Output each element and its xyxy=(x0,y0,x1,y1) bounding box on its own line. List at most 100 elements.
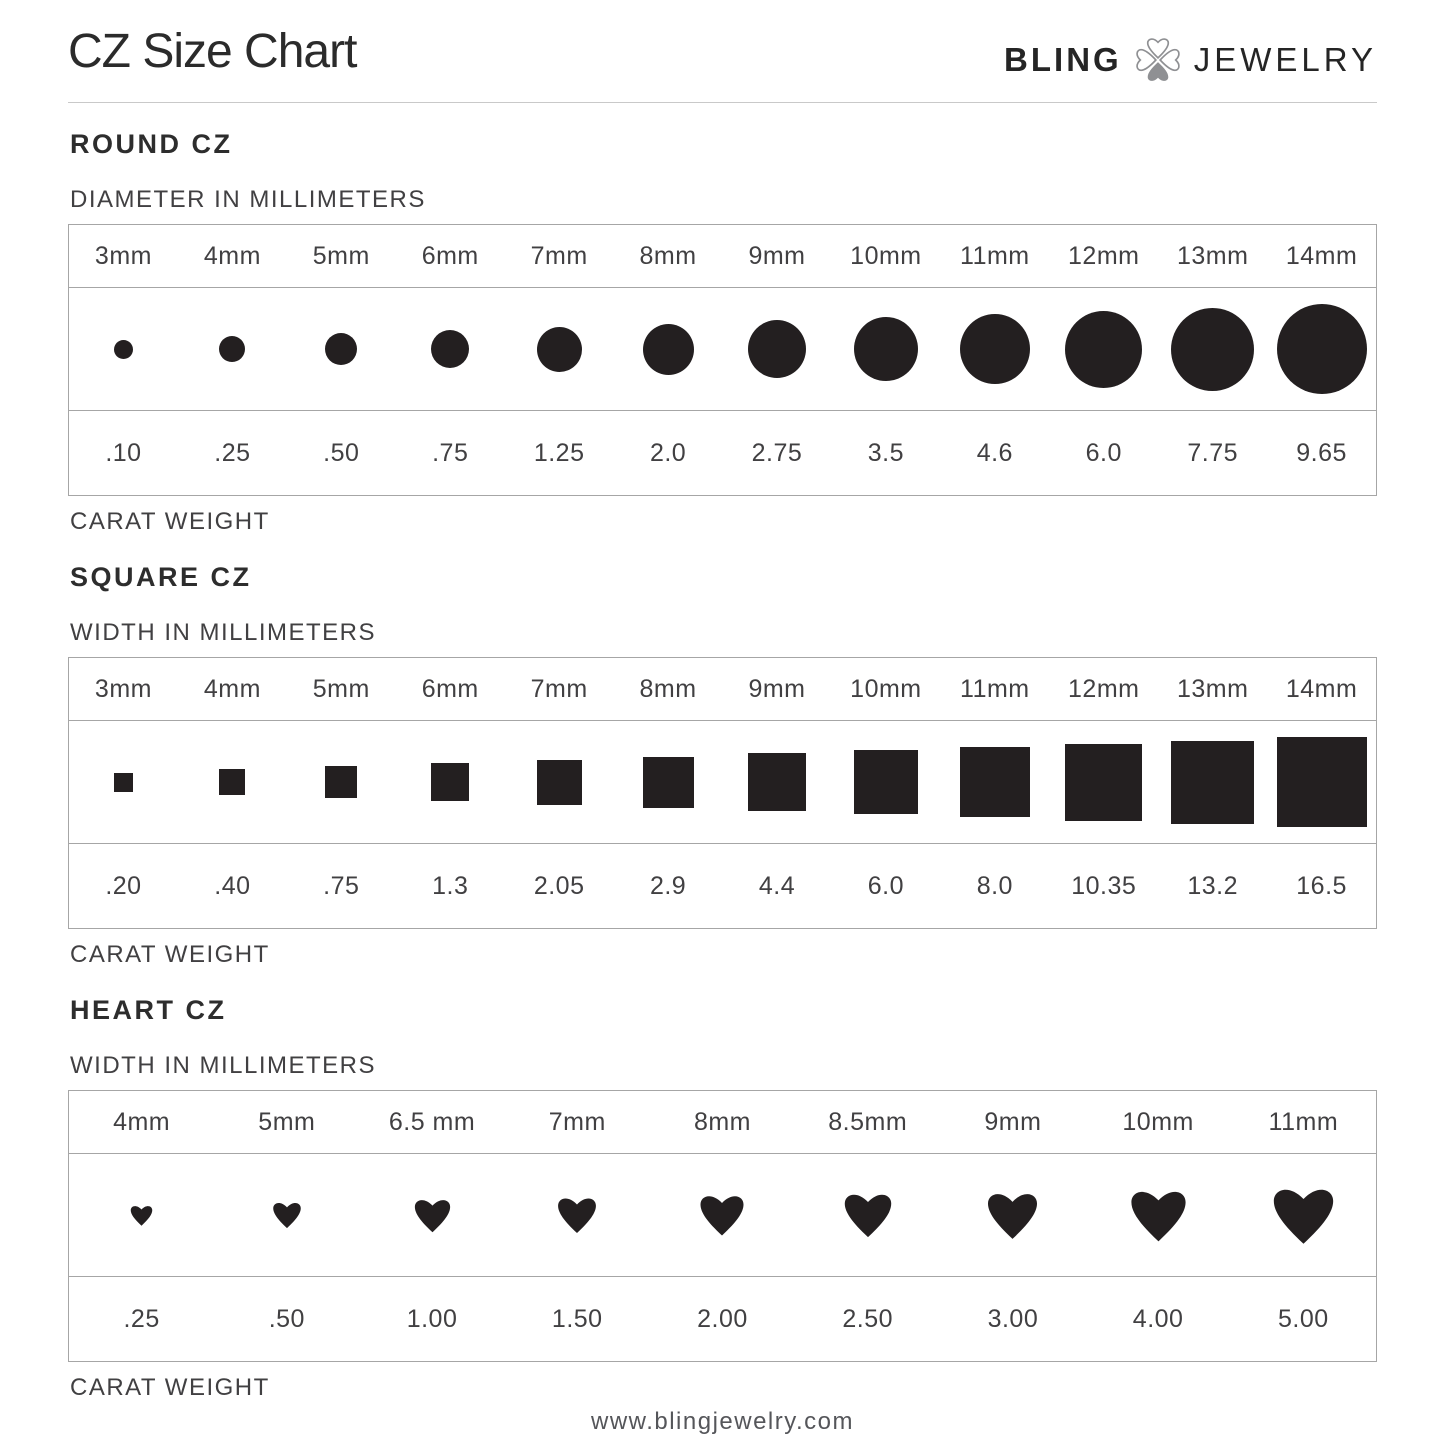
shape-row xyxy=(69,721,1376,844)
heart-shape xyxy=(359,1154,504,1276)
size-label: 6mm xyxy=(421,241,479,270)
square-shape xyxy=(1049,721,1158,843)
size-label: 8mm xyxy=(693,1107,752,1136)
section-heading: SQUARE CZ xyxy=(70,562,252,592)
size-label: 9mm xyxy=(748,674,806,703)
carat-row: .10 .25 .50 .75 1.25 2.0 2.75 3.5 4.6 6.0 7.75 9.65 xyxy=(69,411,1376,495)
size-label: 6.5 mm xyxy=(388,1107,476,1136)
carat-value: 13.2 xyxy=(1187,871,1239,900)
section-heading: ROUND CZ xyxy=(70,129,233,159)
brand-name-left: BLING xyxy=(1004,41,1122,78)
carat-value: .25 xyxy=(214,438,251,467)
size-label: 4mm xyxy=(203,241,261,270)
carat-value: 4.00 xyxy=(1132,1304,1184,1333)
brand-logo: BLING JEWELRY xyxy=(1004,34,1377,86)
square-shape xyxy=(505,721,614,843)
size-label: 8.5mm xyxy=(828,1107,908,1136)
carat-value: 6.0 xyxy=(1085,438,1122,467)
carat-value: .25 xyxy=(123,1304,160,1333)
square-shape xyxy=(723,721,832,843)
circle-shape xyxy=(1267,288,1376,410)
size-header-row: 3mm 4mm 5mm 6mm 7mm 8mm 9mm 10mm 11mm 12mm 13mm 14m… xyxy=(69,658,1376,721)
size-label: 9mm xyxy=(984,1107,1042,1136)
square-shape xyxy=(1158,721,1267,843)
size-label: 11mm xyxy=(960,674,1030,703)
shape-row xyxy=(69,1154,1376,1277)
website-url: www.blingjewelry.com xyxy=(591,1408,854,1435)
carat-weight-label: CARAT WEIGHT xyxy=(70,508,270,535)
carat-value: .75 xyxy=(432,438,469,467)
circle-shape xyxy=(178,288,287,410)
size-label: 6mm xyxy=(421,674,479,703)
circle-shape xyxy=(505,288,614,410)
carat-value: .10 xyxy=(105,438,142,467)
square-shape xyxy=(69,721,178,843)
square-shape xyxy=(287,721,396,843)
size-label: 7mm xyxy=(548,1107,606,1136)
section-heading: HEART CZ xyxy=(70,995,227,1025)
size-label: 7mm xyxy=(530,674,588,703)
circle-shape xyxy=(831,288,940,410)
size-label: 5mm xyxy=(258,1107,316,1136)
size-label: 3mm xyxy=(94,241,152,270)
carat-value: 16.5 xyxy=(1296,871,1347,900)
size-header-row: 4mm 5mm 6.5 mm 7mm 8mm 8.5mm 9mm 10mm 11mm xyxy=(69,1091,1376,1154)
size-table: 4mm 5mm 6.5 mm 7mm 8mm 8.5mm 9mm 10mm 11mm .25 .5… xyxy=(68,1090,1377,1362)
carat-value: .50 xyxy=(323,438,360,467)
heart-shape xyxy=(214,1154,359,1276)
square-shape xyxy=(614,721,723,843)
size-label: 5mm xyxy=(312,674,370,703)
heart-shape xyxy=(69,1154,214,1276)
carat-weight-label: CARAT WEIGHT xyxy=(70,1374,270,1401)
heart-shape xyxy=(650,1154,795,1276)
size-table: 3mm 4mm 5mm 6mm 7mm 8mm 9mm 10mm 11mm 12mm 13mm 14m… xyxy=(68,224,1377,496)
carat-value: 2.75 xyxy=(751,438,803,467)
carat-value: 2.9 xyxy=(649,871,687,900)
carat-value: .50 xyxy=(268,1304,305,1333)
circle-shape xyxy=(287,288,396,410)
circle-shape xyxy=(614,288,723,410)
carat-value: .75 xyxy=(323,871,360,900)
header-divider xyxy=(68,102,1377,103)
size-label: 12mm xyxy=(1068,241,1140,270)
size-label: 10mm xyxy=(850,241,922,270)
carat-value: 2.50 xyxy=(842,1304,894,1333)
size-section: ROUND CZ DIAMETER IN MILLIMETERS 3mm 4mm 5… xyxy=(68,129,1377,536)
size-label: 9mm xyxy=(748,241,806,270)
heart-shape xyxy=(1231,1154,1376,1276)
circle-shape xyxy=(1049,288,1158,410)
carat-value: 1.50 xyxy=(551,1304,603,1333)
carat-value: 10.35 xyxy=(1071,871,1137,900)
heart-shape xyxy=(940,1154,1085,1276)
size-label: 13mm xyxy=(1176,674,1249,703)
heart-shape xyxy=(1086,1154,1231,1276)
size-label: 5mm xyxy=(312,241,370,270)
size-label: 4mm xyxy=(203,674,261,703)
size-label: 11mm xyxy=(960,241,1030,270)
carat-row: .25 .50 1.00 1.50 2.00 2.50 3.00 4.00 5.00 xyxy=(69,1277,1376,1361)
carat-value: .20 xyxy=(105,871,142,900)
size-table: 3mm 4mm 5mm 6mm 7mm 8mm 9mm 10mm 11mm 12mm 13mm 14m… xyxy=(68,657,1377,929)
dimension-label: DIAMETER IN MILLIMETERS xyxy=(70,186,426,213)
page-title: CZ Size Chart xyxy=(68,25,357,78)
size-label: 11mm xyxy=(1268,1107,1339,1136)
size-label: 13mm xyxy=(1176,241,1249,270)
shape-row xyxy=(69,288,1376,411)
dimension-label: WIDTH IN MILLIMETERS xyxy=(70,1052,377,1079)
size-label: 3mm xyxy=(94,674,152,703)
carat-row: .20 .40 .75 1.3 2.05 2.9 4.4 6.0 8.0 10.35 13.2 16.… xyxy=(69,844,1376,928)
size-label: 14mm xyxy=(1285,241,1358,270)
heart-shape xyxy=(795,1154,940,1276)
carat-value: 4.4 xyxy=(758,871,796,900)
size-header-row: 3mm 4mm 5mm 6mm 7mm 8mm 9mm 10mm 11mm 12mm 13mm 14m… xyxy=(69,225,1376,288)
carat-value: 1.00 xyxy=(406,1304,458,1333)
carat-value: 8.0 xyxy=(976,871,1013,900)
circle-shape xyxy=(1158,288,1267,410)
carat-value: 3.5 xyxy=(867,438,905,467)
size-label: 10mm xyxy=(1122,1107,1194,1136)
circle-shape xyxy=(396,288,505,410)
size-label: 12mm xyxy=(1068,674,1140,703)
carat-value: 1.25 xyxy=(533,438,585,467)
carat-value: 9.65 xyxy=(1296,438,1347,467)
carat-value: 4.6 xyxy=(976,438,1013,467)
